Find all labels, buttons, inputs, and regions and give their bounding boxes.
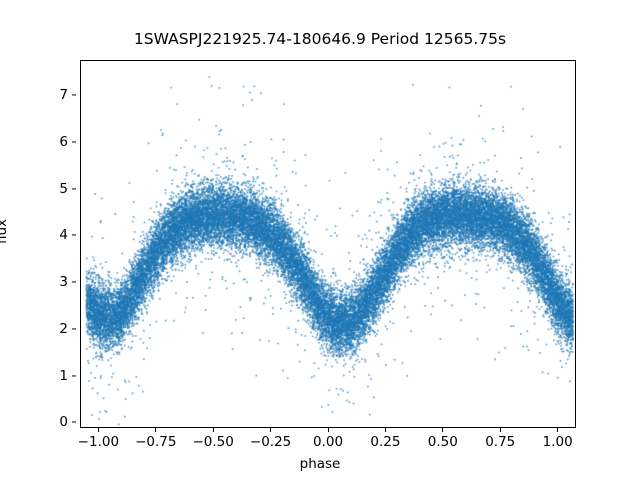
page-title: 1SWASPJ221925.74-180646.9 Period 12565.7… (133, 30, 507, 48)
x-tick-label: 0.75 (485, 434, 516, 450)
y-tick-mark (72, 375, 76, 377)
y-tick-label: 3 (59, 274, 68, 291)
x-tick-mark (97, 428, 99, 432)
x-tick-mark (270, 428, 272, 432)
y-tick-mark (72, 421, 76, 423)
y-tick-mark (72, 328, 76, 330)
y-tick-mark (72, 188, 76, 190)
x-tick-mark (327, 428, 329, 432)
x-axis-label: phase (299, 456, 341, 472)
y-axis-label: flux (0, 218, 10, 244)
y-tick-label: 7 (59, 87, 68, 104)
x-tick-label: 0.00 (312, 434, 344, 450)
plot-axes (80, 60, 576, 428)
y-tick-label: 0 (59, 414, 68, 431)
x-tick-mark (442, 428, 444, 432)
x-tick-mark (384, 428, 386, 432)
x-tick-label: −1.00 (77, 434, 120, 450)
x-tick-mark (499, 428, 501, 432)
y-tick-label: 1 (59, 367, 68, 384)
x-tick-label: −0.50 (192, 434, 234, 450)
x-axis-ticks: −1.00 −0.75 −0.50 −0.25 0.00 0.25 0.50 0.75 1.00 (77, 428, 576, 454)
scatter-plot-canvas (81, 61, 575, 427)
x-tick-label: −0.75 (135, 434, 177, 450)
x-tick-label: 0.50 (427, 434, 458, 450)
x-tick-mark (155, 428, 157, 432)
y-tick-mark (72, 94, 76, 96)
y-tick-label: 6 (59, 133, 68, 150)
x-tick-label: 0.25 (370, 434, 401, 450)
x-tick-mark (212, 428, 214, 432)
y-tick-label: 4 (59, 227, 68, 244)
y-tick-label: 2 (59, 320, 68, 337)
y-tick-mark (72, 234, 76, 236)
x-tick-label: 1.00 (542, 434, 573, 450)
y-axis-ticks: 0 1 2 3 4 5 6 7 (44, 60, 76, 430)
x-tick-label: −0.25 (249, 434, 292, 450)
y-tick-mark (72, 281, 76, 283)
y-tick-label: 5 (59, 180, 68, 197)
y-tick-mark (72, 141, 76, 143)
x-tick-mark (557, 428, 559, 432)
